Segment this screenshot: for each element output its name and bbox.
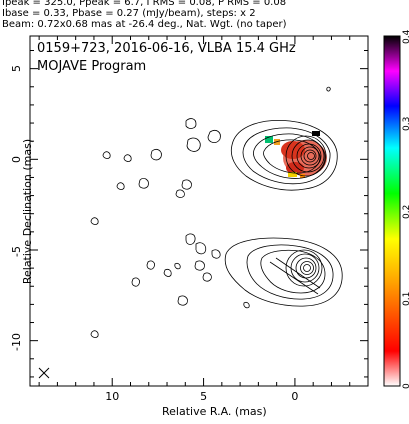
plot-frame — [29, 35, 369, 387]
colorbar-tick-label: 0 — [402, 383, 409, 389]
colorbar — [383, 35, 401, 387]
plot-title: 0159+723, 2016-06-16, VLBA 15.4 GHz — [37, 41, 296, 56]
header-line-3: Beam: 0.72x0.68 mas at -26.4 deg., Nat. … — [2, 19, 287, 30]
plot-subtitle: MOJAVE Program — [37, 59, 147, 74]
x-tick-label: 0 — [291, 390, 299, 403]
colorbar-tick-label: 0.1 — [402, 291, 409, 306]
y-tick-label: 5 — [10, 65, 23, 73]
axis-ticks — [30, 35, 400, 387]
lower-contours — [90, 233, 343, 338]
x-tick-label: 5 — [200, 390, 208, 403]
colorbar-tick-label: 0.3 — [402, 116, 409, 131]
header-line-1: Ipeak = 325.0, Ppeak = 6.7, I RMS = 0.08… — [2, 0, 287, 8]
colorbar-tick-label: 0.2 — [402, 204, 409, 219]
polarization-map — [265, 131, 327, 178]
header-line-2: Ibase = 0.33, Pbase = 0.27 (mJy/beam), s… — [2, 8, 256, 19]
x-axis-label: Relative R.A. (mas) — [162, 405, 267, 418]
x-tick-label: 10 — [105, 390, 120, 403]
y-tick-label: -10 — [10, 333, 23, 352]
upper-contours — [90, 86, 338, 225]
colorbar-tick-label: 0.4 — [402, 29, 409, 44]
beam-marker — [38, 367, 50, 379]
y-axis-label: Relative Declination (mas) — [21, 138, 35, 285]
